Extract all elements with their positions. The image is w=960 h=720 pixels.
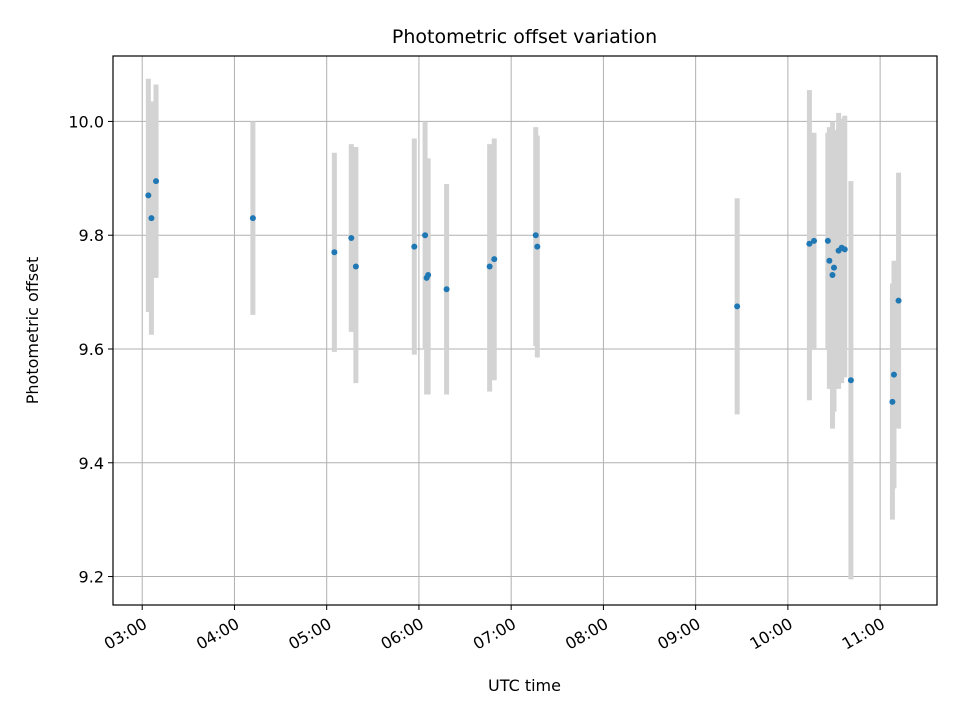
data-point <box>352 263 359 270</box>
data-point <box>249 215 256 222</box>
data-point <box>486 263 493 270</box>
data-point <box>148 215 155 222</box>
y-tick-label: 10.0 <box>68 112 104 131</box>
data-point <box>847 377 854 384</box>
data-point <box>411 243 418 250</box>
data-points <box>145 178 902 405</box>
data-point <box>491 256 498 263</box>
plot-frame <box>112 55 938 606</box>
data-point <box>422 232 429 239</box>
data-point <box>734 303 741 310</box>
y-tick-label: 9.6 <box>79 340 104 359</box>
y-axis-label: Photometric offset <box>23 257 42 405</box>
data-point <box>831 264 837 271</box>
data-point <box>331 249 338 256</box>
x-axis-label: UTC time <box>488 676 561 695</box>
y-tick-label: 9.4 <box>79 454 104 473</box>
data-point <box>826 257 833 264</box>
data-point <box>443 286 450 293</box>
data-point <box>824 237 831 244</box>
data-point <box>841 246 848 253</box>
data-point <box>895 297 902 304</box>
data-point <box>425 272 432 279</box>
y-tick-label: 9.8 <box>79 226 104 245</box>
data-point <box>153 178 160 185</box>
data-point <box>534 243 541 250</box>
data-point <box>532 232 539 239</box>
chart-title: Photometric offset variation <box>392 26 657 48</box>
data-point <box>811 237 818 244</box>
y-axis: 9.2 9.4 9.6 9.8 10.0 <box>68 112 113 587</box>
data-point <box>829 272 836 279</box>
data-point <box>890 371 897 378</box>
data-point <box>806 240 813 247</box>
grid <box>113 56 937 605</box>
data-point <box>145 192 152 199</box>
data-point <box>889 398 896 405</box>
y-tick-label: 9.2 <box>79 568 104 587</box>
data-point <box>348 235 355 242</box>
